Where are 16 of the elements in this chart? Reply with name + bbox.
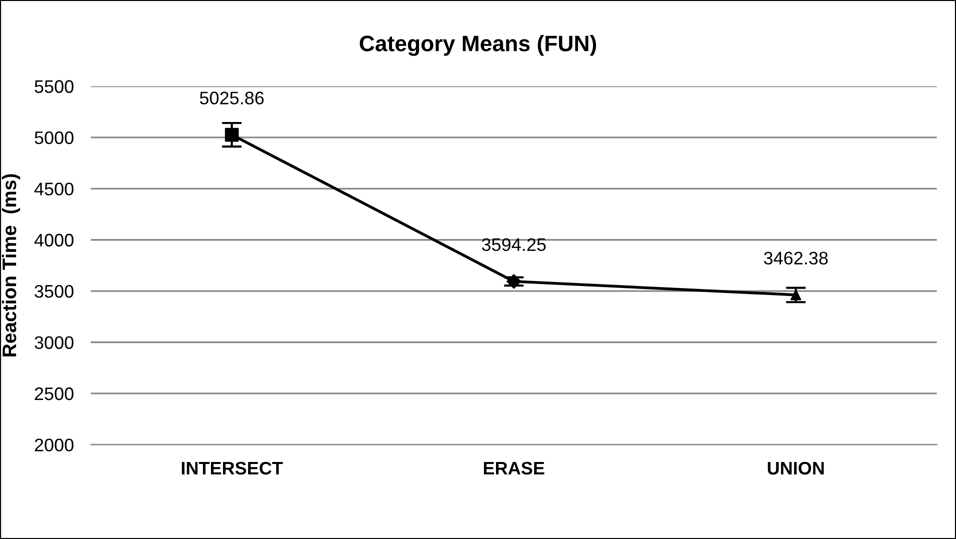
data-label: 3462.38: [764, 252, 828, 265]
x-tick-label: INTERSECT: [182, 462, 283, 475]
chart-title: Category Means (FUN): [360, 35, 596, 56]
x-tick-label: UNION: [768, 462, 824, 475]
y-axis-title: Reaction Time (ms): [2, 174, 20, 356]
y-tick-label: 5000: [34, 131, 74, 144]
y-tick-label: 3000: [34, 336, 74, 349]
y-tick-label: 2500: [34, 387, 74, 400]
data-label: 3594.25: [482, 238, 546, 252]
y-tick-label: 2000: [34, 438, 74, 452]
x-tick-label: ERASE: [484, 462, 544, 475]
y-tick-label: 5500: [34, 80, 74, 93]
y-tick-label: 3500: [34, 284, 74, 298]
y-tick-label: 4000: [34, 234, 74, 247]
data-label: 5025.86: [200, 92, 264, 104]
y-tick-label: 4500: [34, 182, 74, 196]
